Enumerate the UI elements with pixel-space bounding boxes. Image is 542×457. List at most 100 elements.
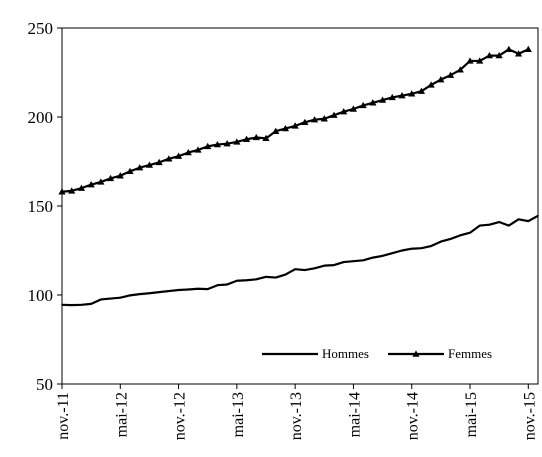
data-point (505, 45, 513, 53)
data-point (245, 279, 248, 282)
data-point (216, 284, 219, 287)
data-point (342, 261, 345, 263)
data-point (420, 247, 423, 249)
data-point (68, 187, 76, 194)
data-point (352, 260, 355, 262)
data-point (446, 71, 455, 78)
data-point (378, 96, 387, 103)
data-point (272, 127, 280, 134)
axes: 50 100 150 200 250 nov.-11 mai-12 nov.-12 mai-13… (28, 19, 539, 440)
data-point (427, 81, 435, 88)
legend-marker-triangle (412, 350, 420, 357)
data-point (478, 224, 481, 227)
data-point (323, 264, 326, 267)
data-point (255, 278, 258, 281)
data-point (148, 292, 151, 295)
data-point (440, 240, 442, 243)
y-tick-label: 250 (28, 19, 54, 38)
data-point (537, 214, 539, 217)
data-point (138, 293, 141, 295)
y-tick-label: 50 (36, 375, 53, 394)
series-layer (58, 45, 539, 307)
y-tick-label: 100 (28, 286, 54, 305)
data-point (174, 152, 183, 159)
data-point (129, 294, 131, 297)
data-point (274, 276, 277, 279)
x-tick-label: nov.-13 (288, 392, 305, 440)
data-point (116, 172, 124, 179)
data-point (362, 259, 364, 262)
data-point (100, 298, 102, 301)
data-point (449, 238, 452, 240)
data-point (301, 118, 309, 126)
data-point (226, 283, 228, 286)
data-point (408, 90, 416, 97)
data-point (291, 122, 299, 129)
x-tick-label: mai-14 (346, 392, 363, 437)
data-point (197, 287, 199, 290)
data-point (488, 223, 491, 226)
series-hommes (61, 214, 539, 307)
data-point (359, 101, 367, 109)
legend-label-femmes: Femmes (448, 346, 492, 361)
data-point (165, 155, 173, 162)
data-point (437, 76, 445, 83)
data-point (369, 99, 377, 106)
data-point (466, 57, 474, 64)
data-point (517, 218, 520, 221)
data-point (223, 140, 231, 147)
series-line-hommes (61, 214, 539, 307)
data-point (294, 268, 296, 270)
data-point (106, 174, 115, 182)
data-point (61, 303, 63, 306)
data-point (476, 57, 484, 64)
legend-marker-femmes (412, 350, 420, 357)
x-tick-label: mai-15 (463, 392, 480, 437)
y-tick-label: 200 (28, 108, 54, 127)
data-point (349, 105, 358, 112)
data-point (313, 267, 316, 270)
data-point (187, 288, 190, 291)
data-point (233, 138, 241, 145)
data-point (194, 146, 202, 153)
data-point (310, 116, 319, 123)
data-point (508, 224, 510, 227)
data-point (58, 188, 66, 195)
data-point (184, 149, 192, 156)
data-point (330, 111, 338, 118)
data-point (456, 66, 464, 73)
data-point (469, 231, 471, 234)
data-point (398, 92, 406, 99)
data-point (430, 245, 432, 247)
data-point (206, 288, 209, 290)
x-tick-label: nov.-14 (405, 392, 422, 440)
data-point (265, 276, 267, 278)
data-point (320, 115, 328, 122)
series-femmes (58, 45, 532, 195)
data-point (388, 93, 396, 101)
data-point (155, 158, 163, 166)
data-point (495, 51, 503, 59)
data-point (340, 108, 348, 115)
data-point (284, 273, 287, 276)
data-point (158, 291, 160, 293)
x-tick-label: nov.-12 (172, 392, 189, 440)
data-point (90, 303, 92, 305)
legend: Hommes Femmes (240, 330, 532, 378)
data-point (236, 279, 238, 282)
data-point (242, 135, 251, 142)
data-point (410, 247, 413, 250)
data-point (136, 164, 144, 171)
data-point (168, 290, 170, 292)
data-point (524, 45, 532, 53)
data-point (485, 51, 494, 59)
data-point (262, 134, 270, 142)
x-tick-label: mai-13 (230, 392, 247, 437)
data-point (391, 252, 394, 254)
data-point (80, 303, 83, 306)
data-point (459, 234, 462, 237)
data-point (281, 124, 290, 132)
data-point (372, 256, 374, 259)
legend-label-hommes: Hommes (322, 346, 369, 361)
